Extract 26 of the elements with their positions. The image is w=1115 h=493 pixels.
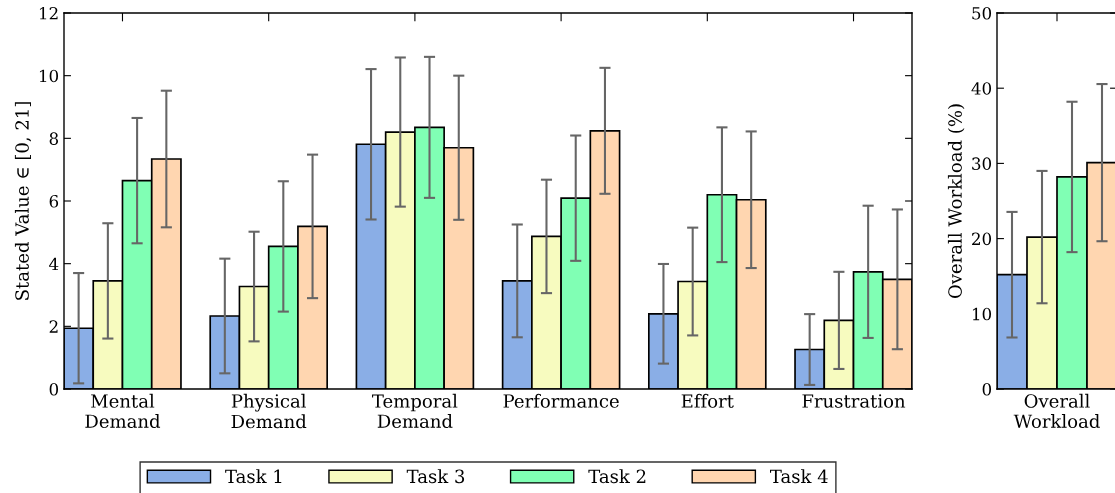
y-tick-label: 4	[49, 257, 59, 270]
x-tick-label: Performance	[503, 393, 619, 408]
legend-label: Task 3	[406, 469, 465, 484]
y-tick-label: 6	[49, 194, 59, 208]
y-axis-title: Stated Value ∈ [0, 21]	[14, 102, 32, 300]
legend-label: Task 2	[588, 469, 646, 484]
x-tick-label: Physical Demand	[231, 393, 307, 429]
y-tick-label: 40	[971, 82, 992, 95]
y-tick-label: 12	[39, 6, 58, 20]
y-tick-label: 0	[49, 382, 59, 396]
y-tick-label: 20	[972, 232, 992, 246]
y-tick-label: 2	[49, 320, 58, 333]
x-tick-label: Temporal Demand	[372, 393, 458, 429]
x-tick-label: Effort	[681, 393, 734, 408]
x-tick-label: Overall Workload	[1013, 393, 1100, 429]
y-tick-label: 0	[982, 382, 992, 396]
y-tick-label: 50	[972, 6, 992, 20]
legend-label: Task 4	[770, 469, 828, 484]
y-tick-label: 10	[39, 69, 59, 83]
y-tick-label: 30	[972, 157, 992, 170]
y-tick-label: 8	[49, 132, 59, 145]
x-tick-label: Mental Demand	[85, 393, 161, 429]
y-tick-label: 10	[972, 307, 992, 321]
legend-label: Task 1	[225, 469, 282, 484]
x-tick-label: Frustration	[802, 394, 906, 408]
y-axis-title: Overall Workload (%)	[947, 104, 965, 299]
